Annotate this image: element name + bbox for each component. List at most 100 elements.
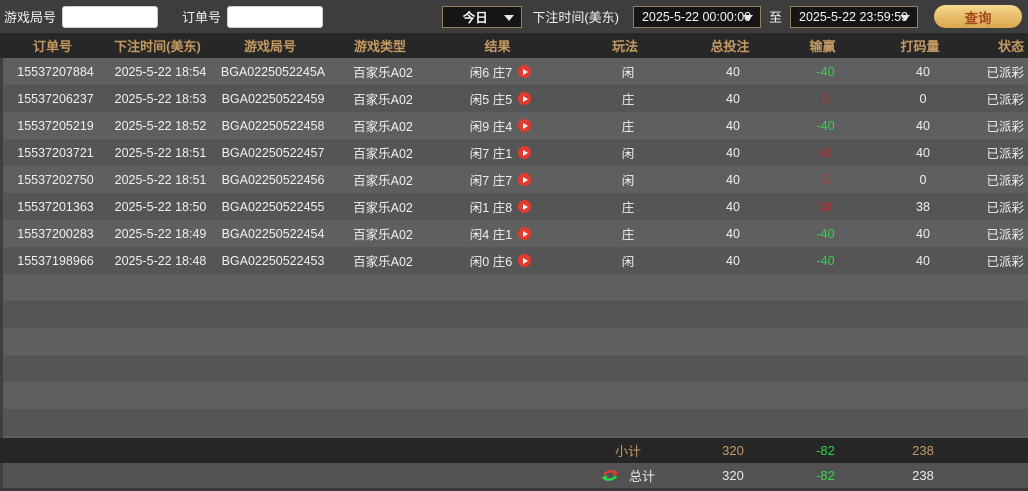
cell-winloss: -40 <box>816 118 835 133</box>
cell-time: 2025-5-22 18:50 <box>114 199 207 214</box>
cell-order: 15537200283 <box>17 226 94 241</box>
dropdown-arrow-icon <box>504 14 515 21</box>
empty-rows-area <box>0 274 1028 438</box>
grand-total-bet: 320 <box>722 468 744 483</box>
table-row: 15537207884 2025-5-22 18:54 BGA022505224… <box>3 58 1028 85</box>
cell-order: 15537201363 <box>17 199 94 214</box>
end-time-select[interactable]: 2025-5-22 23:59:59 <box>790 5 918 28</box>
cell-status: 已派彩 <box>986 120 1024 134</box>
header-winloss: 输赢 <box>809 39 836 54</box>
result-text: 闲1 庄8 <box>469 201 513 215</box>
cell-result: 闲7 庄7 <box>433 170 568 189</box>
header-play: 玩法 <box>611 39 638 54</box>
play-icon[interactable] <box>518 92 532 105</box>
cell-winloss: -40 <box>816 64 835 79</box>
play-icon[interactable] <box>518 146 532 159</box>
cell-play: 庄 <box>621 201 635 215</box>
cell-round: BGA02250522457 <box>221 145 325 160</box>
cell-total: 40 <box>726 145 740 160</box>
grand-total-label: 总计 <box>628 469 655 484</box>
cell-total: 40 <box>726 118 740 133</box>
grand-total-label-cell: 总计 <box>568 466 688 485</box>
grand-total-row: 总计 320 -82 238 <box>0 463 1028 488</box>
cell-volume: 38 <box>916 199 930 214</box>
play-icon[interactable] <box>518 65 532 78</box>
cell-type: 百家乐A02 <box>353 93 413 107</box>
play-icon[interactable] <box>518 254 532 267</box>
cell-winloss: -40 <box>816 253 835 268</box>
cell-round: BGA02250522456 <box>221 172 325 187</box>
cell-status: 已派彩 <box>986 201 1024 215</box>
subtotal-label: 小计 <box>614 444 641 459</box>
cell-round: BGA02250522458 <box>221 118 325 133</box>
cell-result: 闲1 庄8 <box>433 197 568 216</box>
cell-result: 闲4 庄1 <box>433 224 568 243</box>
cell-status: 已派彩 <box>986 66 1024 80</box>
result-text: 闲0 庄6 <box>469 255 513 269</box>
order-no-input[interactable] <box>227 5 324 28</box>
play-icon[interactable] <box>518 227 532 240</box>
grand-total-volume: 238 <box>912 468 934 483</box>
date-range-value: 今日 <box>462 11 488 25</box>
dropdown-arrow-icon <box>900 14 910 21</box>
cell-status: 已派彩 <box>986 147 1024 161</box>
table-body: 15537207884 2025-5-22 18:54 BGA022505224… <box>0 58 1028 274</box>
refresh-icon[interactable] <box>601 468 619 483</box>
cell-volume: 0 <box>919 172 927 187</box>
table-row: 15537198966 2025-5-22 18:48 BGA022505224… <box>3 247 1028 274</box>
header-total-bet: 总投注 <box>710 39 750 54</box>
cell-winloss: 40 <box>818 145 833 160</box>
result-text: 闲6 庄7 <box>469 66 513 80</box>
query-button[interactable]: 查询 <box>934 5 1022 28</box>
grand-total-winloss: -82 <box>816 468 835 483</box>
cell-type: 百家乐A02 <box>353 174 413 188</box>
cell-round: BGA0225052245A <box>220 64 326 79</box>
header-result: 结果 <box>484 39 511 54</box>
to-label: 至 <box>768 10 782 25</box>
cell-time: 2025-5-22 18:52 <box>114 118 207 133</box>
cell-time: 2025-5-22 18:49 <box>114 226 207 241</box>
subtotal-winloss: -82 <box>816 443 835 458</box>
game-round-input[interactable] <box>62 5 159 28</box>
cell-result: 闲0 庄6 <box>433 251 568 270</box>
cell-time: 2025-5-22 18:48 <box>114 253 207 268</box>
result-text: 闲7 庄7 <box>469 174 513 188</box>
cell-total: 40 <box>726 64 740 79</box>
subtotal-total-bet: 320 <box>722 443 744 458</box>
cell-play: 闲 <box>621 66 635 80</box>
cell-order: 15537207884 <box>17 64 94 79</box>
play-icon[interactable] <box>518 119 532 132</box>
cell-status: 已派彩 <box>986 93 1024 107</box>
play-triangle-icon <box>522 122 528 129</box>
cell-result: 闲7 庄1 <box>433 143 568 162</box>
filter-toolbar: 游戏局号 订单号 今日 下注时间(美东) 2025-5-22 00:00:00 … <box>0 0 1028 33</box>
cell-total: 40 <box>726 253 740 268</box>
cell-time: 2025-5-22 18:51 <box>114 172 207 187</box>
cell-type: 百家乐A02 <box>353 120 413 134</box>
cell-winloss: 0 <box>822 172 829 187</box>
table-header: 订单号 下注时间(美东) 游戏局号 游戏类型 结果 玩法 总投注 输赢 打码量 … <box>0 33 1028 58</box>
cell-type: 百家乐A02 <box>353 66 413 80</box>
cell-round: BGA02250522453 <box>221 253 325 268</box>
play-triangle-icon <box>522 68 528 75</box>
play-icon[interactable] <box>518 173 532 186</box>
header-volume: 打码量 <box>900 39 940 54</box>
cell-play: 庄 <box>621 93 635 107</box>
cell-result: 闲9 庄4 <box>433 116 568 135</box>
cell-play: 闲 <box>621 174 635 188</box>
start-time-select[interactable]: 2025-5-22 00:00:00 <box>632 5 761 28</box>
play-triangle-icon <box>522 176 528 183</box>
cell-total: 40 <box>726 172 740 187</box>
cell-type: 百家乐A02 <box>353 255 413 269</box>
cell-status: 已派彩 <box>986 174 1024 188</box>
date-range-select[interactable]: 今日 <box>442 5 523 28</box>
play-icon[interactable] <box>518 200 532 213</box>
cell-result: 闲6 庄7 <box>433 62 568 81</box>
search-fields-group: 游戏局号 订单号 <box>4 5 324 28</box>
cell-play: 庄 <box>621 228 635 242</box>
table-row: 15537206237 2025-5-22 18:53 BGA022505224… <box>3 85 1028 112</box>
cell-total: 40 <box>726 91 740 106</box>
cell-volume: 40 <box>916 253 930 268</box>
cell-order: 15537198966 <box>17 253 94 268</box>
